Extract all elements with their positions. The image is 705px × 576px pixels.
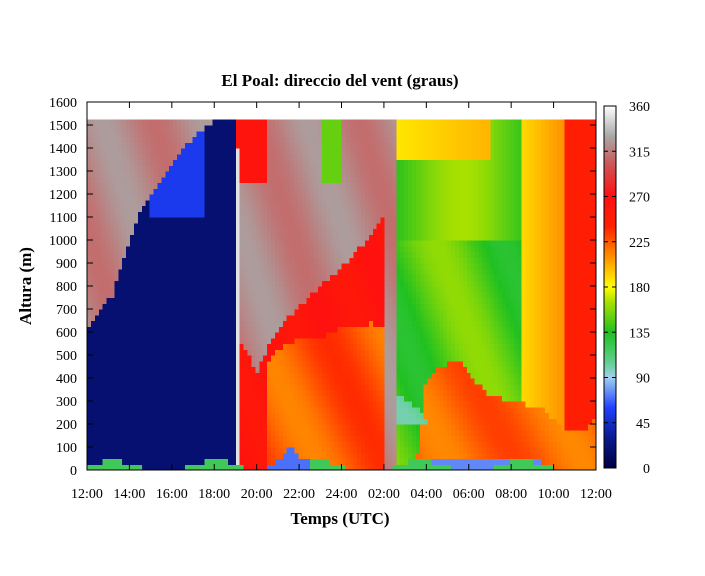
x-tick-label: 12:00 (580, 487, 612, 502)
x-tick-label: 08:00 (495, 487, 527, 502)
colorbar-tick-label: 0 (643, 462, 650, 477)
x-tick-label: 22:00 (283, 487, 315, 502)
y-axis-label: Altura (m) (16, 247, 35, 325)
x-tick-label: 06:00 (453, 487, 485, 502)
x-tick-label: 16:00 (156, 487, 188, 502)
x-tick-label: 04:00 (410, 487, 442, 502)
colorbar-tick-label: 315 (629, 145, 650, 160)
x-tick-label: 10:00 (538, 487, 570, 502)
x-tick-label: 24:00 (326, 487, 358, 502)
y-tick-label: 200 (56, 418, 77, 433)
y-tick-label: 1600 (49, 96, 77, 111)
x-tick-label: 20:00 (241, 487, 273, 502)
x-axis: 12:00 14:00 16:00 18:00 20:00 22:00 24:00 02:00… (71, 102, 612, 502)
x-tick-label: 14:00 (113, 487, 145, 502)
x-tick-label: 02:00 (368, 487, 400, 502)
colorbar-tick-label: 360 (629, 100, 650, 115)
plot-area (87, 119, 597, 471)
y-tick-label: 1000 (49, 234, 77, 249)
y-tick-label: 300 (56, 395, 77, 410)
y-tick-label: 800 (56, 280, 77, 295)
colorbar-tick-label: 45 (636, 417, 650, 432)
colorbar-tick-label: 135 (629, 326, 650, 341)
colorbar-tick-label: 225 (629, 236, 650, 251)
y-tick-label: 500 (56, 349, 77, 364)
x-axis-label: Temps (UTC) (290, 509, 389, 528)
y-tick-label: 1400 (49, 142, 77, 157)
y-tick-label: 1300 (49, 165, 77, 180)
x-tick-label: 18:00 (198, 487, 230, 502)
y-tick-label: 1100 (50, 211, 77, 226)
y-tick-label: 1200 (49, 188, 77, 203)
y-tick-label: 0 (70, 464, 77, 479)
x-tick-label: 12:00 (71, 487, 103, 502)
colorbar: 0 45 90 135 180 225 270 315 360 (603, 100, 650, 477)
y-tick-label: 1500 (49, 119, 77, 134)
y-axis: 0 100 200 300 400 500 600 700 800 900 1000 1100 1200… (49, 96, 596, 479)
y-tick-label: 600 (56, 326, 77, 341)
chart-title: El Poal: direccio del vent (graus) (221, 71, 458, 90)
y-tick-label: 100 (56, 441, 77, 456)
y-tick-label: 900 (56, 257, 77, 272)
colorbar-tick-label: 180 (629, 281, 650, 296)
colorbar-tick-label: 90 (636, 372, 650, 387)
y-tick-label: 700 (56, 303, 77, 318)
y-tick-label: 400 (56, 372, 77, 387)
colorbar-tick-label: 270 (629, 191, 650, 206)
